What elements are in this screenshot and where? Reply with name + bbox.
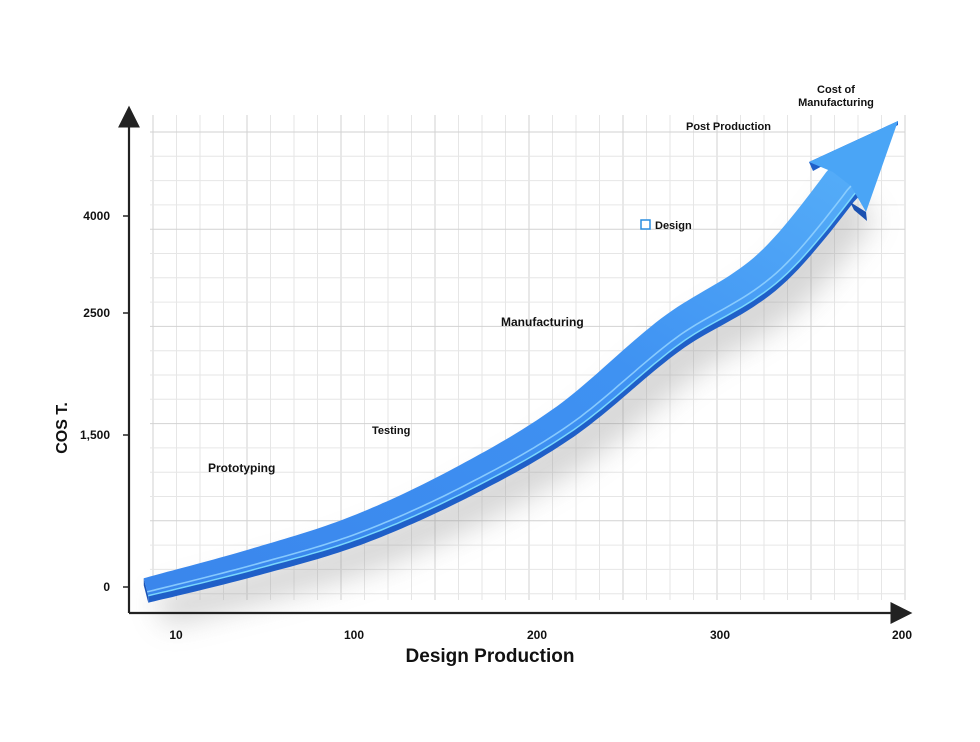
annotation-manufacturing: Manufacturing (501, 315, 584, 329)
arrow-body (143, 165, 859, 596)
x-axis-title: Design Production (406, 646, 575, 667)
annotation-design: Design (655, 220, 692, 232)
y-axis-title: COS T. (54, 402, 71, 454)
x-tick-label: 100 (344, 628, 364, 642)
arrow-tail-cap (143, 578, 149, 603)
design-marker-icon (640, 219, 651, 230)
x-tick-label: 200 (527, 628, 547, 642)
y-tick-label: 2500 (83, 306, 110, 320)
axes (118, 105, 913, 624)
y-tick-label: 0 (103, 580, 110, 594)
arrow-side-face (148, 190, 859, 603)
annotations: Prototyping Testing Manufacturing Design Pos… (208, 84, 874, 475)
annotation-cost-of-manufacturing: Cost of (817, 84, 855, 96)
x-tick-label: 300 (710, 628, 730, 642)
series-arrow (143, 121, 898, 603)
annotation-cost-of-manufacturing: Manufacturing (798, 97, 874, 109)
grid (150, 115, 906, 600)
arrow-highlight (147, 184, 853, 593)
y-tick-label: 4000 (83, 209, 110, 223)
annotation-prototyping: Prototyping (208, 461, 275, 475)
x-tick-label: 10 (169, 628, 183, 642)
y-tick-label: 1,500 (80, 428, 110, 442)
annotation-post-production: Post Production (686, 121, 771, 133)
arrow-head-underside (850, 202, 867, 221)
tick-labels: 10 100 200 300 200 0 1,500 2500 4000 (80, 209, 912, 642)
annotation-testing: Testing (372, 425, 410, 437)
arrow-edge-highlight (148, 189, 859, 597)
arrow-head (809, 121, 898, 212)
x-tick-label: 200 (892, 628, 912, 642)
